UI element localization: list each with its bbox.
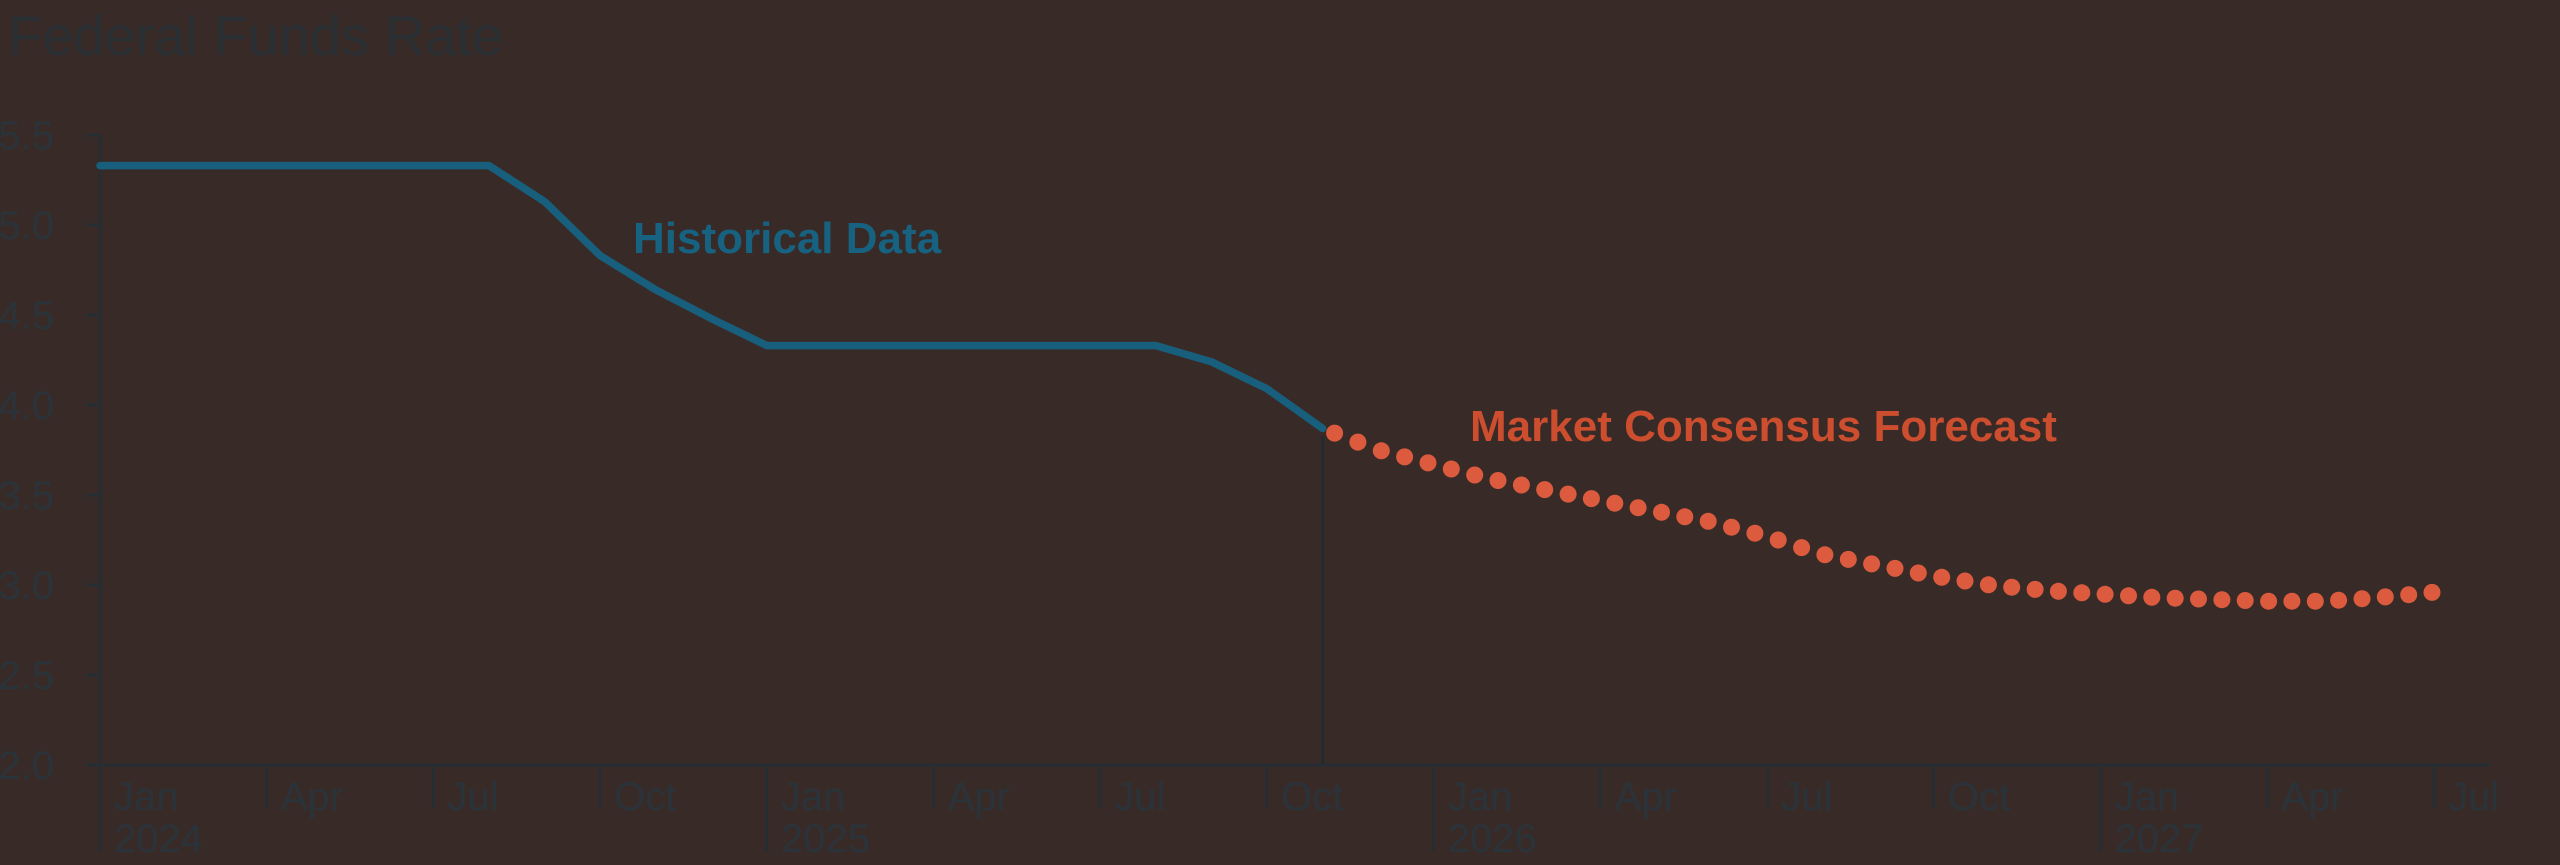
forecast-dot — [1559, 485, 1577, 503]
x-tick-year-label: 2024 — [114, 817, 203, 861]
y-tick-label: 4.5 — [0, 294, 54, 338]
forecast-dot — [1396, 448, 1414, 466]
forecast-dot — [1372, 442, 1390, 460]
forecast-dot — [2003, 578, 2021, 596]
forecast-dot — [1886, 559, 1904, 577]
forecast-series — [1326, 424, 2441, 610]
forecast-dot — [1419, 454, 1437, 472]
forecast-dot — [2190, 590, 2207, 608]
forecast-dot — [2073, 584, 2091, 602]
forecast-dot — [2026, 580, 2044, 598]
forecast-dot — [1349, 433, 1367, 451]
x-tick-label: Oct — [614, 775, 676, 819]
x-tick-label: Jul — [1114, 775, 1165, 819]
forecast-dot — [2376, 588, 2394, 606]
x-tick-label: Jan — [2115, 775, 2180, 819]
x-tick-year-label: 2026 — [1448, 817, 1537, 861]
forecast-dot — [1839, 550, 1857, 568]
forecast-dot — [1793, 539, 1811, 557]
forecast-dot — [1466, 466, 1484, 484]
y-tick-label: 5.0 — [0, 204, 54, 248]
forecast-dot — [2166, 589, 2184, 607]
x-tick-label: Jul — [447, 775, 498, 819]
x-tick-label: Oct — [1948, 775, 2010, 819]
historical-line-path — [96, 161, 1327, 433]
forecast-dot — [1326, 424, 1344, 442]
forecast-dot — [2143, 588, 2161, 606]
forecast-dot — [1699, 512, 1717, 530]
y-tick-label: 3.5 — [0, 474, 54, 518]
historical-series — [96, 161, 1327, 433]
y-tick-label: 5.5 — [0, 114, 54, 158]
forecast-dot — [1769, 531, 1787, 549]
forecast-dot — [2260, 592, 2278, 610]
forecast-dot — [2330, 591, 2348, 609]
forecast-dot — [1489, 472, 1507, 489]
x-tick-label: Apr — [281, 775, 343, 819]
forecast-dot — [1442, 460, 1460, 478]
forecast-dot — [1909, 564, 1927, 582]
forecast-dot — [2236, 592, 2254, 609]
forecast-dot — [1536, 481, 1554, 499]
forecast-dot — [1933, 568, 1951, 586]
x-tick-label: Oct — [1281, 775, 1343, 819]
forecast-dot — [2049, 582, 2067, 600]
forecast-dot — [1979, 576, 1997, 594]
y-tick-label: 4.0 — [0, 384, 54, 428]
x-tick-label: Apr — [1614, 775, 1676, 819]
forecast-dot — [1816, 546, 1834, 564]
y-tick-label: 2.0 — [0, 744, 54, 788]
forecast-dot — [1746, 524, 1764, 542]
forecast-label: Market Consensus Forecast — [1470, 402, 2057, 451]
forecast-dot — [1676, 508, 1694, 526]
forecast-dot — [2283, 592, 2301, 610]
x-tick-year-label: 2027 — [2115, 817, 2204, 861]
forecast-dot — [1653, 503, 1670, 521]
x-tick-label: Jul — [2448, 775, 2499, 819]
forecast-dot — [2120, 587, 2137, 605]
x-tick-label: Jan — [114, 775, 179, 819]
forecast-dot — [2353, 590, 2371, 608]
x-tick-label: Jan — [1448, 775, 1513, 819]
chart-title: Federal Funds Rate — [8, 4, 503, 67]
forecast-dot — [1863, 555, 1881, 573]
forecast-dot — [2213, 591, 2231, 609]
forecast-dot — [1629, 499, 1647, 517]
forecast-dot — [2423, 583, 2441, 601]
forecast-dot — [2096, 585, 2114, 603]
forecast-dot — [2306, 592, 2324, 610]
forecast-dot — [1582, 490, 1600, 508]
historical-data-label: Historical Data — [633, 214, 942, 263]
y-tick-label: 2.5 — [0, 654, 54, 698]
forecast-dot — [1512, 476, 1530, 494]
forecast-dot — [1606, 494, 1624, 512]
x-tick-label: Jan — [781, 775, 846, 819]
forecast-dot — [1956, 572, 1974, 590]
forecast-dot — [2400, 586, 2418, 604]
forecast-dot — [1723, 518, 1740, 536]
x-tick-label: Jul — [1781, 775, 1832, 819]
y-tick-label: 3.0 — [0, 564, 54, 608]
x-tick-label: Apr — [2281, 775, 2343, 819]
x-tick-label: Apr — [948, 775, 1010, 819]
x-tick-year-label: 2025 — [781, 817, 870, 861]
